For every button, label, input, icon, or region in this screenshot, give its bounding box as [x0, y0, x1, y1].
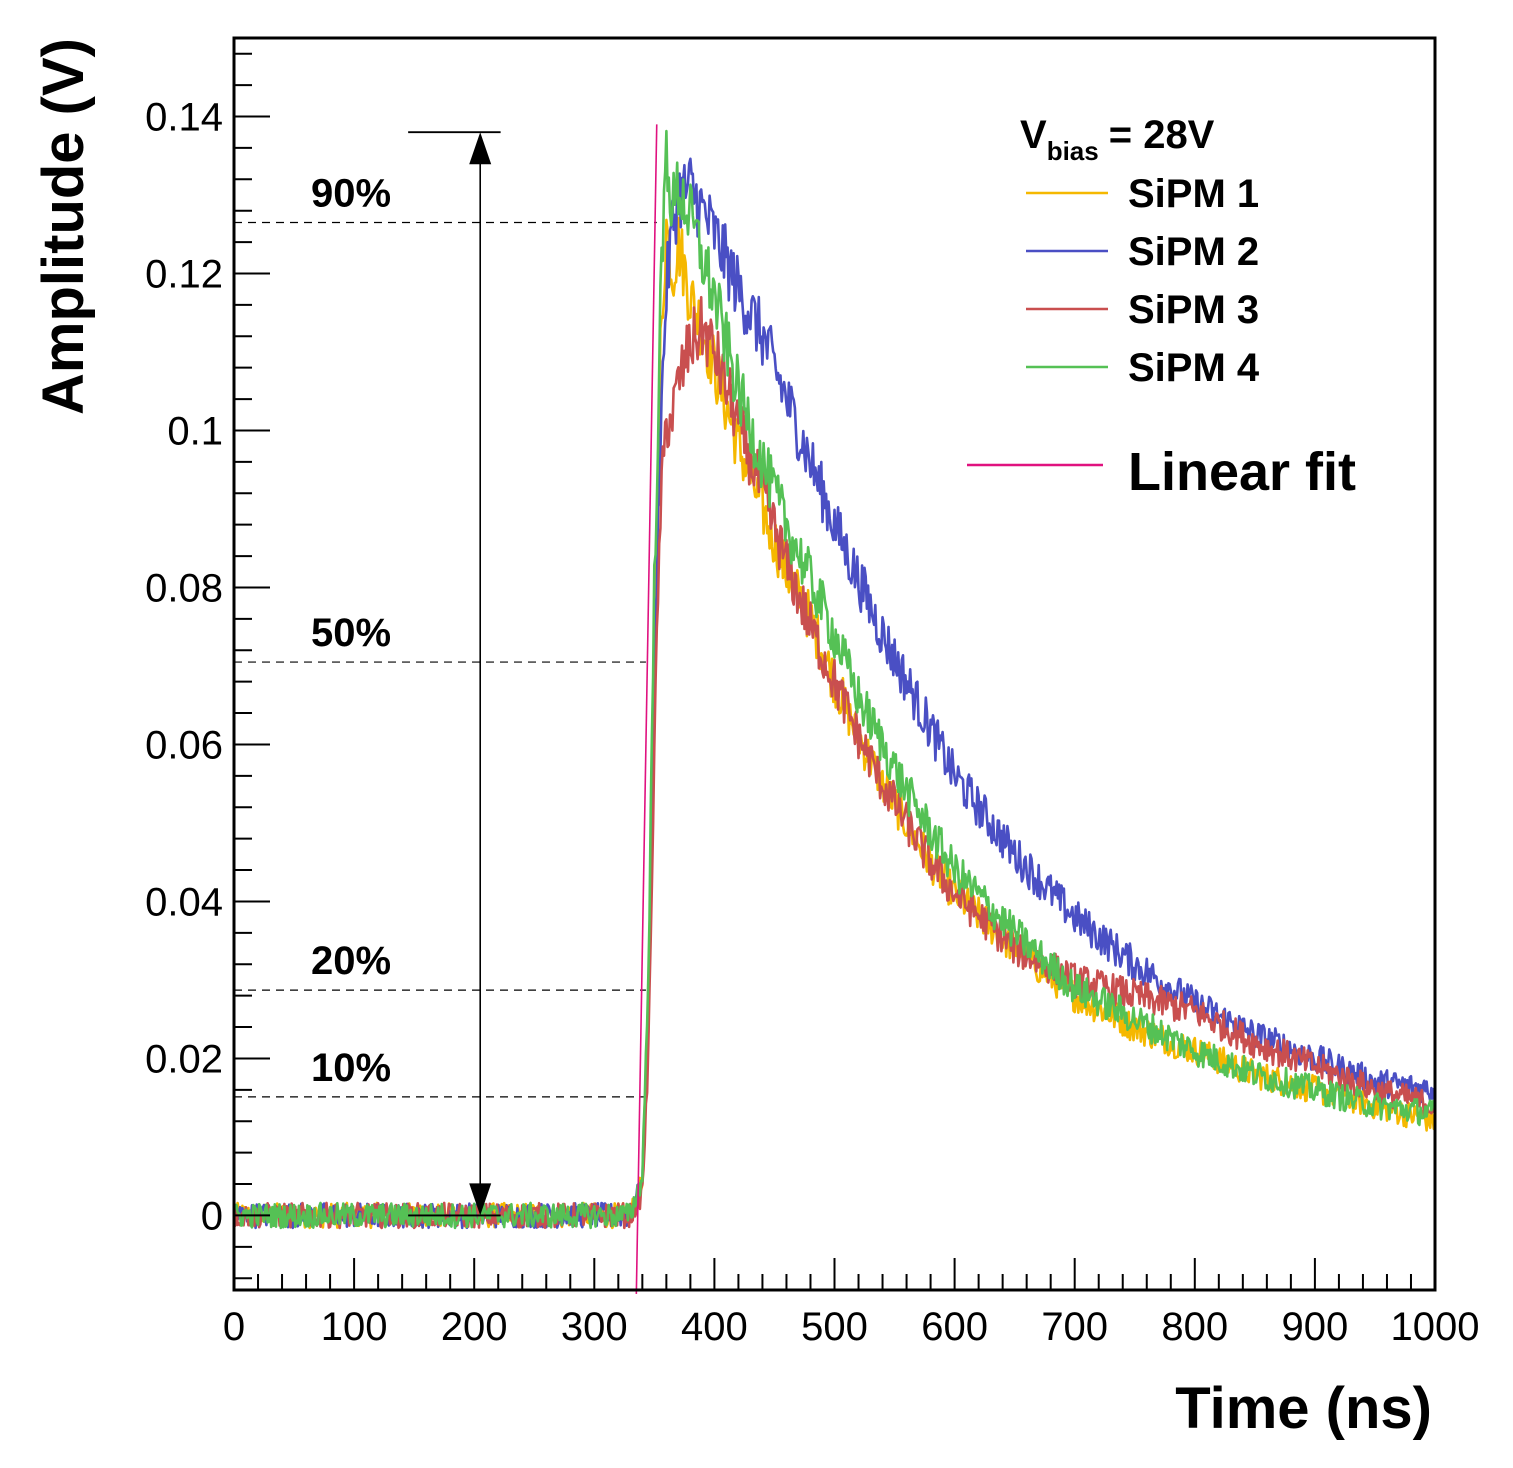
legend: Vbias = 28V SiPM 1 SiPM 2 SiPM 3 SiPM 4 Linea… — [967, 113, 1356, 502]
axis-ticks — [233, 52, 1436, 1290]
level-label-10pct: 10% — [311, 1046, 391, 1090]
y-tick-label-0.06: 0.06 — [145, 723, 223, 767]
y-tick-label-0: 0 — [201, 1194, 223, 1238]
level-label-90pct: 90% — [311, 171, 391, 215]
y-tick-label-0.12: 0.12 — [145, 252, 223, 296]
y-tick-label-0.14: 0.14 — [145, 95, 223, 139]
legend-header-rest: = 28V — [1109, 113, 1215, 157]
tick-labels: 0 100 200 300 400 500 600 700 800 900 1000 0 0.02 0.0… — [145, 95, 1479, 1349]
x-tick-label-200: 200 — [441, 1305, 508, 1349]
arrow-head-up — [469, 132, 492, 165]
x-tick-label-500: 500 — [801, 1305, 868, 1349]
linear-fit-layer — [635, 124, 658, 1294]
y-tick-label-0.02: 0.02 — [145, 1037, 223, 1081]
legend-label-1: SiPM 1 — [1128, 172, 1259, 216]
y-axis-title: Amplitude (V) — [31, 38, 96, 415]
x-tick-label-700: 700 — [1041, 1305, 1108, 1349]
arrow-head-down — [469, 1183, 492, 1216]
level-label-20pct: 20% — [311, 939, 391, 983]
x-axis-title: Time (ns) — [1175, 1376, 1432, 1441]
x-tick-label-100: 100 — [321, 1305, 388, 1349]
legend-label-3: SiPM 3 — [1128, 288, 1259, 332]
x-tick-label-900: 900 — [1282, 1305, 1349, 1349]
x-tick-label-300: 300 — [561, 1305, 628, 1349]
legend-label-4: SiPM 4 — [1128, 346, 1260, 390]
percent-level-lines — [234, 221, 657, 1098]
y-tick-label-0.04: 0.04 — [145, 880, 223, 924]
legend-label-linear-fit: Linear fit — [1128, 442, 1356, 502]
x-tick-label-800: 800 — [1161, 1305, 1228, 1349]
x-tick-label-400: 400 — [681, 1305, 748, 1349]
y-tick-label-0.08: 0.08 — [145, 566, 223, 610]
annotation-layer: 90% 50% 20% 10% — [311, 131, 501, 1217]
legend-header: Vbias = 28V — [1020, 113, 1215, 166]
linear-fit-line — [635, 124, 658, 1294]
level-label-50pct: 50% — [311, 611, 391, 655]
legend-label-2: SiPM 2 — [1128, 230, 1259, 274]
legend-header-main: V — [1020, 113, 1047, 157]
y-tick-label-0.1: 0.1 — [167, 409, 223, 453]
x-tick-label-0: 0 — [223, 1305, 245, 1349]
x-tick-label-1000: 1000 — [1391, 1305, 1480, 1349]
series-line-3 — [232, 295, 1436, 1230]
legend-header-sub: bias — [1047, 136, 1099, 166]
x-tick-label-600: 600 — [921, 1305, 988, 1349]
